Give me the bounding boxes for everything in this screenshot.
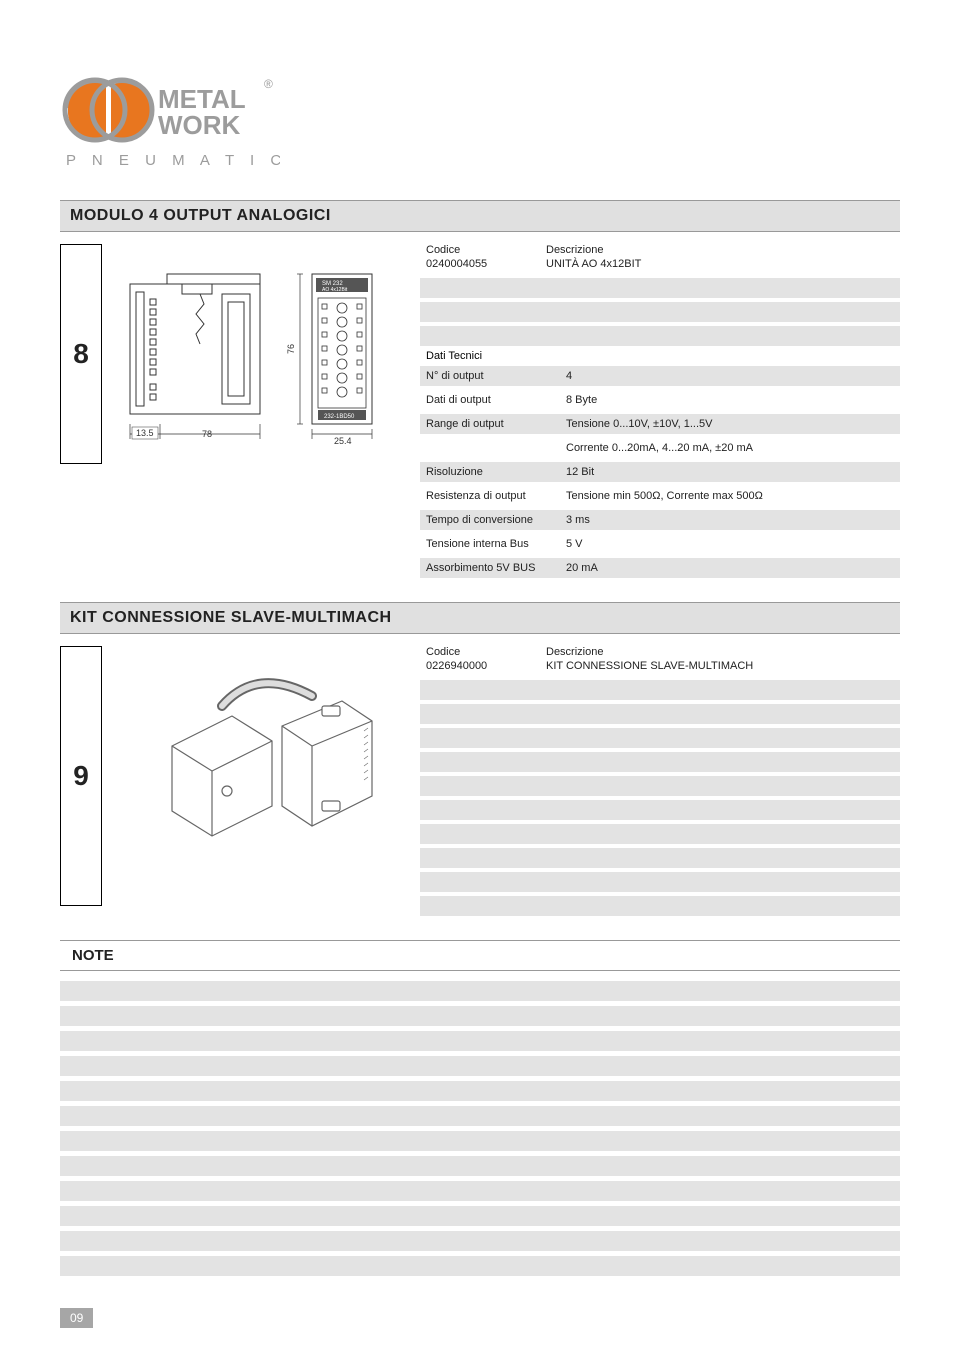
spec-value: Corrente 0...20mA, 4...20 mA, ±20 mA — [560, 442, 900, 454]
spec-label: Resistenza di output — [420, 490, 560, 502]
desc-label: Descrizione — [546, 244, 900, 256]
section9-data: Codice Descrizione 0226940000 KIT CONNES… — [412, 646, 900, 920]
spec-row: Resistenza di output Tensione min 500Ω, … — [420, 486, 900, 506]
note-line — [60, 1256, 900, 1276]
spec-value: 4 — [560, 370, 900, 382]
svg-text:AO 4x12Bit: AO 4x12Bit — [322, 287, 348, 293]
note-line — [60, 1056, 900, 1076]
module-drawing: 13.5 78 SM 232 AO 4x12Bit — [112, 244, 402, 464]
section9-number-box: 9 — [60, 646, 102, 906]
note-line — [60, 1206, 900, 1226]
spec-value: Tensione min 500Ω, Corrente max 500Ω — [560, 490, 900, 502]
note-line — [60, 1131, 900, 1151]
spec-value: Tensione 0...10V, ±10V, 1...5V — [560, 418, 900, 430]
brand-logo: METAL WORK ® P N E U M A T I C — [60, 70, 900, 175]
spec-label: Risoluzione — [420, 466, 560, 478]
code-label: Codice — [426, 646, 546, 658]
code-header: Codice Descrizione — [420, 646, 900, 658]
spec-value: 8 Byte — [560, 394, 900, 406]
code-value: 0226940000 — [426, 660, 546, 672]
stripe — [420, 800, 900, 820]
stripe — [420, 704, 900, 724]
section9-title: KIT CONNESSIONE SLAVE-MULTIMACH — [60, 602, 900, 634]
stripe — [420, 278, 900, 298]
section8-content: 8 — [60, 244, 900, 582]
note-line — [60, 1031, 900, 1051]
stripe — [420, 824, 900, 844]
code-label: Codice — [426, 244, 546, 256]
spec-label: Dati di output — [420, 394, 560, 406]
note-line — [60, 1006, 900, 1026]
note-line — [60, 981, 900, 1001]
stripe — [420, 326, 900, 346]
spec-value: 20 mA — [560, 562, 900, 574]
svg-text:P N E U M A T I C: P N E U M A T I C — [66, 152, 280, 169]
spec-value: 3 ms — [560, 514, 900, 526]
spec-row: Tensione interna Bus 5 V — [420, 534, 900, 554]
note-line — [60, 1106, 900, 1126]
code-value: 0240004055 — [426, 258, 546, 270]
note-line — [60, 1231, 900, 1251]
stripe — [420, 302, 900, 322]
tech-header: Dati Tecnici — [420, 350, 900, 362]
logo-svg: METAL WORK ® P N E U M A T I C — [60, 70, 280, 175]
section8-title: MODULO 4 OUTPUT ANALOGICI — [60, 200, 900, 232]
connector-drawing — [112, 646, 402, 906]
spec-row: Tempo di conversione 3 ms — [420, 510, 900, 530]
stripe — [420, 848, 900, 868]
stripe — [420, 896, 900, 916]
svg-text:232-1BD50: 232-1BD50 — [324, 414, 355, 420]
svg-text:13.5: 13.5 — [136, 428, 154, 438]
section8-data: Codice Descrizione 0240004055 UNITÀ AO 4… — [412, 244, 900, 582]
desc-value: UNITÀ AO 4x12BIT — [546, 258, 900, 270]
spec-rows: N° di output 4 Dati di output 8 Byte Ran… — [420, 366, 900, 578]
note-section: NOTE — [60, 940, 900, 1276]
spec-label: N° di output — [420, 370, 560, 382]
section8-number-box: 8 — [60, 244, 102, 464]
spec-row: Risoluzione 12 Bit — [420, 462, 900, 482]
spec-label: Range di output — [420, 418, 560, 430]
note-line — [60, 1181, 900, 1201]
desc-label: Descrizione — [546, 646, 900, 658]
spec-row: Dati di output 8 Byte — [420, 390, 900, 410]
stripe — [420, 776, 900, 796]
spec-value: 5 V — [560, 538, 900, 550]
spec-label: Assorbimento 5V BUS — [420, 562, 560, 574]
section9-diagram — [102, 646, 412, 906]
section9-content: 9 — [60, 646, 900, 920]
code-row: 0226940000 KIT CONNESSIONE SLAVE-MULTIMA… — [420, 660, 900, 672]
section9-number: 9 — [73, 760, 89, 792]
section8-title-text: MODULO 4 OUTPUT ANALOGICI — [70, 207, 331, 225]
code-row: 0240004055 UNITÀ AO 4x12BIT — [420, 258, 900, 270]
section9-title-text: KIT CONNESSIONE SLAVE-MULTIMACH — [70, 609, 392, 627]
section8-diagram: 13.5 78 SM 232 AO 4x12Bit — [102, 244, 412, 464]
stripe — [420, 872, 900, 892]
note-line — [60, 1156, 900, 1176]
svg-text:®: ® — [264, 77, 273, 91]
spec-row: Assorbimento 5V BUS 20 mA — [420, 558, 900, 578]
spec-row: Corrente 0...20mA, 4...20 mA, ±20 mA — [420, 438, 900, 458]
stripe — [420, 680, 900, 700]
spec-row: N° di output 4 — [420, 366, 900, 386]
stripe — [420, 752, 900, 772]
code-header: Codice Descrizione — [420, 244, 900, 256]
spec-label: Tensione interna Bus — [420, 538, 560, 550]
section8-number: 8 — [73, 338, 89, 370]
desc-value: KIT CONNESSIONE SLAVE-MULTIMACH — [546, 660, 900, 672]
svg-text:25.4: 25.4 — [334, 436, 352, 446]
spec-value: 12 Bit — [560, 466, 900, 478]
svg-text:WORK: WORK — [158, 110, 241, 140]
note-title: NOTE — [60, 940, 900, 971]
svg-text:76: 76 — [286, 344, 296, 354]
page-number: 09 — [60, 1308, 93, 1328]
spec-label: Tempo di conversione — [420, 514, 560, 526]
svg-text:78: 78 — [202, 429, 212, 439]
note-line — [60, 1081, 900, 1101]
stripe — [420, 728, 900, 748]
spec-row: Range di output Tensione 0...10V, ±10V, … — [420, 414, 900, 434]
